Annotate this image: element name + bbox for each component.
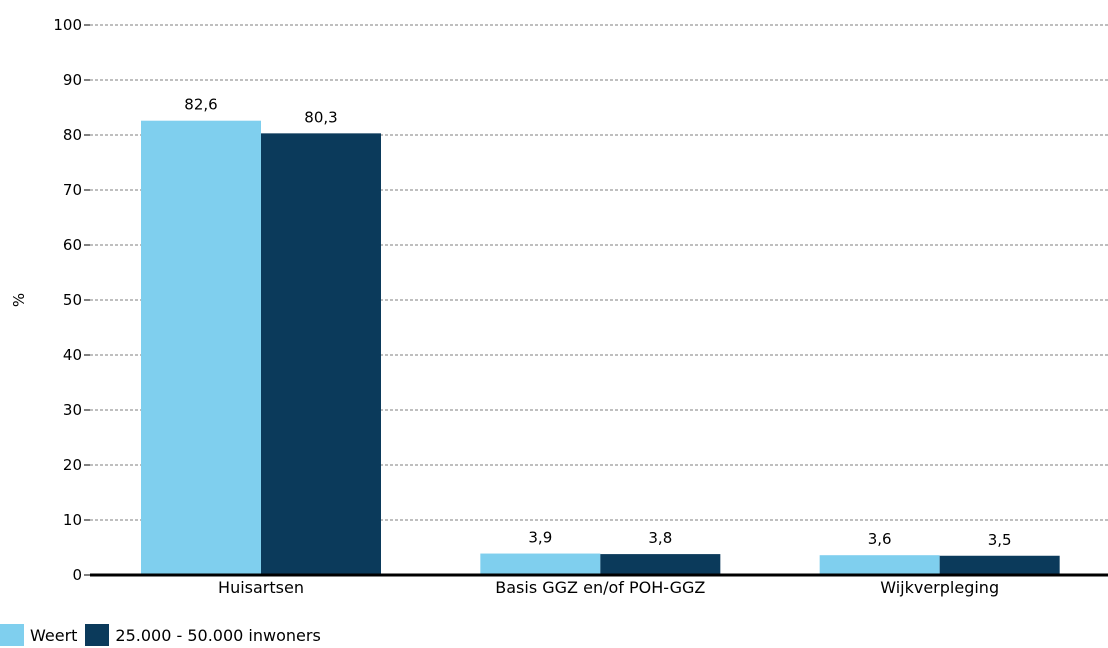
category-label-2: Wijkverpleging: [880, 578, 999, 597]
legend: Weert 25.000 - 50.000 inwoners: [0, 622, 329, 648]
bar-1-0: [480, 553, 601, 575]
y-tick-label-20: 20: [63, 456, 82, 474]
y-tick-label-60: 60: [63, 236, 82, 254]
data-label-1-0: 3,9: [528, 529, 552, 547]
bar-0-1: [261, 133, 381, 575]
bar-0-0: [141, 120, 261, 575]
bar-1-1: [600, 554, 721, 575]
y-tick-label-30: 30: [63, 401, 82, 419]
category-label-0: Huisartsen: [218, 578, 304, 597]
y-axis-title: %: [10, 293, 28, 307]
y-tick-label-50: 50: [63, 291, 82, 309]
data-label-2-1: 3,5: [988, 531, 1012, 549]
legend-swatch-comparison: [85, 624, 110, 646]
bars: [141, 120, 1060, 575]
legend-swatch-weert: [0, 624, 24, 646]
category-label-1: Basis GGZ en/of POH-GGZ: [495, 578, 705, 597]
bar-2-1: [939, 555, 1060, 575]
y-tick-label-10: 10: [63, 511, 82, 529]
legend-label-weert: Weert: [30, 625, 78, 645]
y-tick-label-70: 70: [63, 181, 82, 199]
legend-item-weert: Weert: [0, 624, 77, 646]
category-labels: Huisartsen Basis GGZ en/of POH-GGZ Wijkver…: [218, 578, 999, 597]
y-tick-label-40: 40: [63, 346, 82, 364]
bar-chart: % 0 10 20 30 40 50 60 70 80 90 100 82,6 80,3 3,9 3,8 3…: [10, 16, 1108, 597]
data-labels: 82,6 80,3 3,9 3,8 3,6 3,5: [184, 96, 1011, 549]
data-label-1-1: 3,8: [648, 529, 672, 547]
data-label-2-0: 3,6: [868, 530, 892, 548]
y-tick-label-0: 0: [72, 566, 82, 584]
y-tick-label-80: 80: [63, 126, 82, 144]
data-label-0-1: 80,3: [304, 108, 337, 126]
legend-label-comparison: 25.000 - 50.000 inwoners: [115, 625, 321, 645]
legend-item-comparison: 25.000 - 50.000 inwoners: [85, 624, 321, 646]
data-label-0-0: 82,6: [184, 96, 217, 114]
bar-2-0: [819, 555, 940, 575]
y-axis-ticks: 0 10 20 30 40 50 60 70 80 90 100: [53, 16, 90, 584]
y-tick-label-100: 100: [53, 16, 82, 34]
y-tick-label-90: 90: [63, 71, 82, 89]
